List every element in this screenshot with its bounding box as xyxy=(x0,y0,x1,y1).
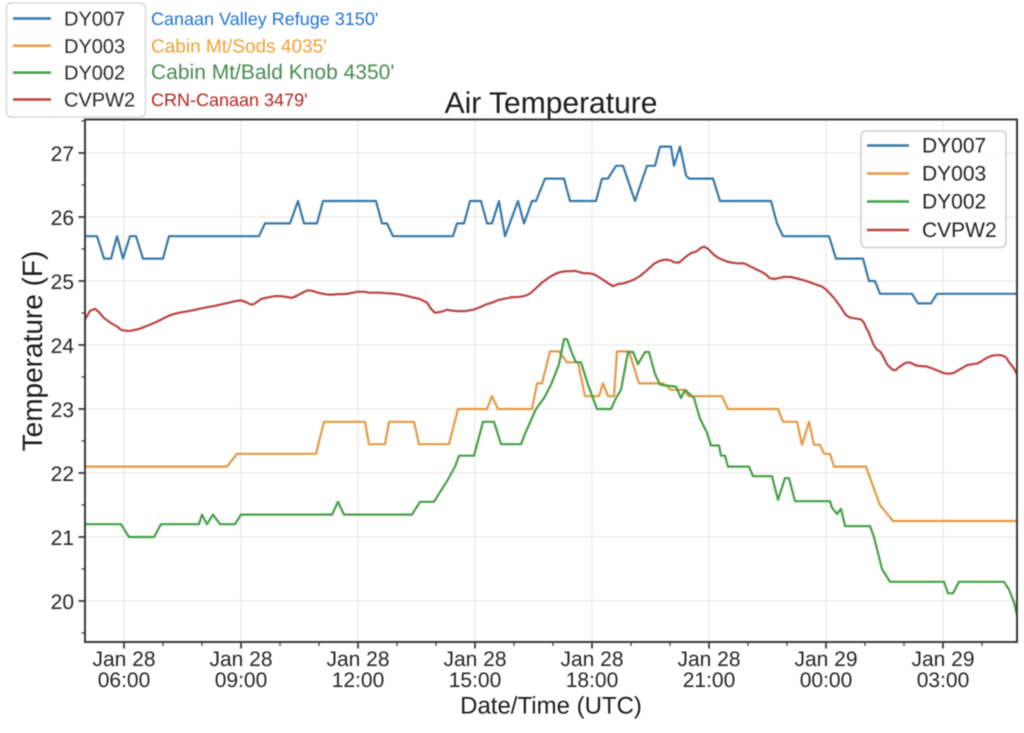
svg-text:Jan 28: Jan 28 xyxy=(92,648,155,671)
svg-text:21: 21 xyxy=(51,527,74,550)
svg-text:24: 24 xyxy=(51,335,75,358)
svg-text:DY003: DY003 xyxy=(922,163,986,186)
svg-text:23: 23 xyxy=(51,399,74,422)
svg-text:CVPW2: CVPW2 xyxy=(922,219,997,242)
svg-text:18:00: 18:00 xyxy=(566,669,619,692)
svg-text:26: 26 xyxy=(51,207,74,230)
svg-text:DY002: DY002 xyxy=(922,191,986,214)
svg-text:22: 22 xyxy=(51,463,74,486)
svg-text:Cabin Mt/Bald Knob 4350': Cabin Mt/Bald Knob 4350' xyxy=(151,61,394,84)
svg-text:15:00: 15:00 xyxy=(449,669,502,692)
svg-text:09:00: 09:00 xyxy=(215,669,268,692)
svg-text:DY007: DY007 xyxy=(922,135,986,158)
svg-text:Jan 28: Jan 28 xyxy=(209,648,272,671)
svg-text:Date/Time (UTC): Date/Time (UTC) xyxy=(460,693,642,720)
svg-text:DY003: DY003 xyxy=(64,36,125,58)
svg-text:12:00: 12:00 xyxy=(332,669,385,692)
svg-text:CRN-Canaan 3479': CRN-Canaan 3479' xyxy=(151,90,308,110)
svg-text:06:00: 06:00 xyxy=(98,669,151,692)
svg-text:Jan 29: Jan 29 xyxy=(911,648,974,671)
svg-text:DY002: DY002 xyxy=(64,63,125,85)
svg-text:Jan 28: Jan 28 xyxy=(326,648,389,671)
svg-text:Jan 28: Jan 28 xyxy=(677,648,740,671)
svg-text:25: 25 xyxy=(51,271,74,294)
svg-text:21:00: 21:00 xyxy=(683,669,736,692)
svg-text:DY007: DY007 xyxy=(64,9,125,31)
svg-text:Jan 29: Jan 29 xyxy=(794,648,857,671)
svg-text:Jan 28: Jan 28 xyxy=(560,648,623,671)
svg-text:Air Temperature: Air Temperature xyxy=(445,87,658,120)
svg-text:20: 20 xyxy=(51,591,74,614)
svg-text:CVPW2: CVPW2 xyxy=(64,90,135,112)
svg-text:Temperature (F): Temperature (F) xyxy=(17,251,48,452)
svg-text:00:00: 00:00 xyxy=(800,669,853,692)
svg-text:Jan 28: Jan 28 xyxy=(443,648,506,671)
svg-text:Cabin Mt/Sods 4035': Cabin Mt/Sods 4035' xyxy=(151,36,327,57)
svg-text:03:00: 03:00 xyxy=(917,669,970,692)
svg-text:27: 27 xyxy=(51,143,74,166)
svg-text:Canaan Valley Refuge 3150': Canaan Valley Refuge 3150' xyxy=(151,9,378,29)
